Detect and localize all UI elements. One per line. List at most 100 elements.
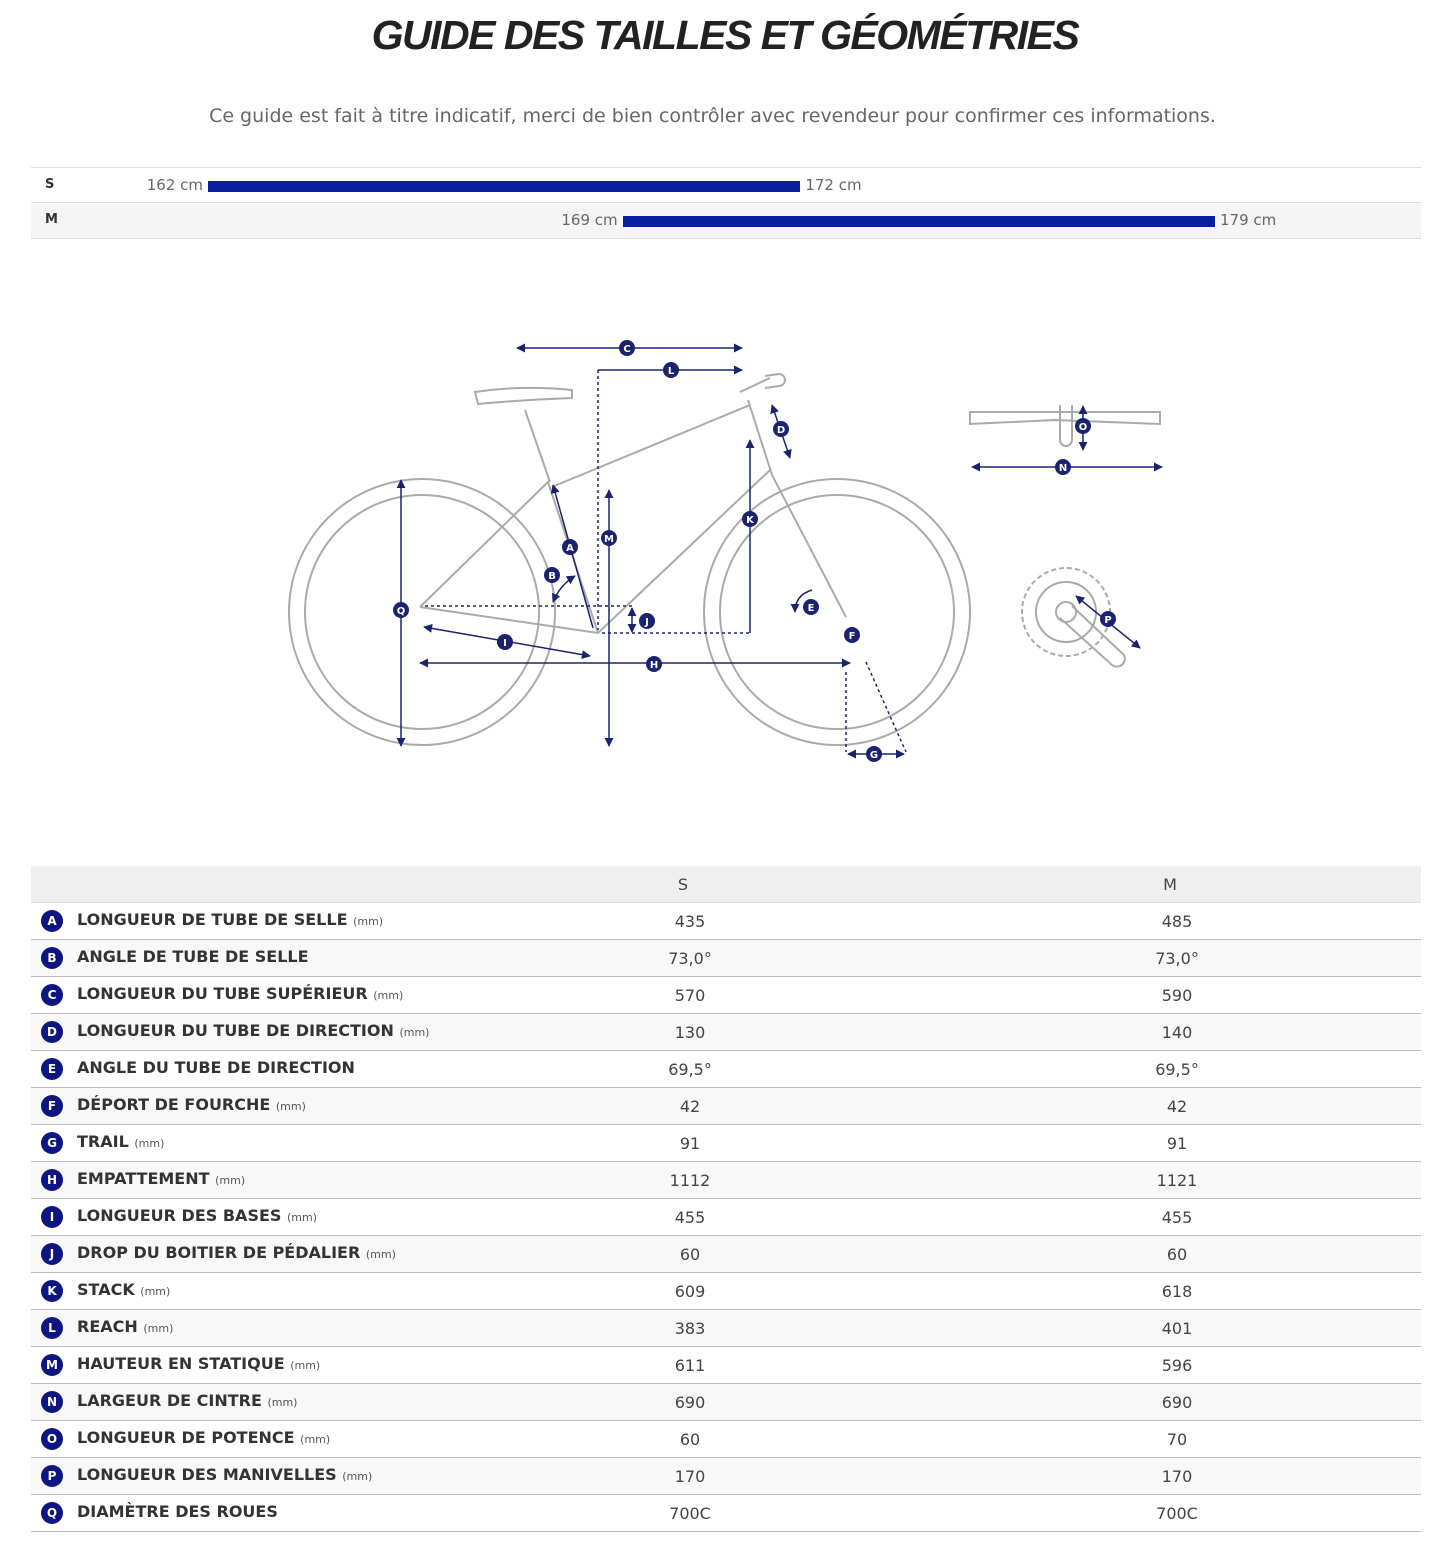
table-row: F DÉPORT DE FOURCHE (mm) 42 42 bbox=[31, 1088, 1421, 1125]
table-row: I LONGUEUR DES BASES (mm) 455 455 bbox=[31, 1199, 1421, 1236]
unit: (mm) bbox=[373, 989, 404, 1002]
label-text: STACK bbox=[77, 1280, 135, 1299]
size-from-label: 169 cm bbox=[561, 211, 618, 229]
row-label: DIAMÈTRE DES ROUES bbox=[77, 1502, 278, 1521]
marker-dot bbox=[393, 602, 409, 618]
cell-value: 60 bbox=[679, 1245, 701, 1264]
cell-value: 73,0° bbox=[668, 949, 712, 968]
row-letter: G bbox=[41, 1132, 63, 1154]
label-text: LONGUEUR DES MANIVELLES bbox=[77, 1465, 337, 1484]
label-text: LONGUEUR DE POTENCE bbox=[77, 1428, 295, 1447]
marker-dot bbox=[639, 613, 655, 629]
row-label: LONGUEUR DU TUBE SUPÉRIEUR (mm) bbox=[77, 984, 403, 1003]
cell-value: 700C bbox=[1156, 1504, 1198, 1523]
label-text: HAUTEUR EN STATIQUE bbox=[77, 1354, 285, 1373]
table-row: J DROP DU BOITIER DE PÉDALIER (mm) 60 60 bbox=[31, 1236, 1421, 1273]
unit: (mm) bbox=[275, 1100, 306, 1113]
cell-value: 485 bbox=[1161, 912, 1193, 931]
cell-value: 130 bbox=[674, 1023, 706, 1042]
table-row: C LONGUEUR DU TUBE SUPÉRIEUR (mm) 570 590 bbox=[31, 977, 1421, 1014]
table-row: G TRAIL (mm) 91 91 bbox=[31, 1125, 1421, 1162]
marker-letter: E bbox=[808, 603, 815, 614]
column-header: S bbox=[677, 875, 689, 894]
row-label: DÉPORT DE FOURCHE (mm) bbox=[77, 1095, 306, 1114]
column-header: M bbox=[1163, 875, 1177, 894]
table-row: H EMPATTEMENT (mm) 1112 1121 bbox=[31, 1162, 1421, 1199]
cell-value: 596 bbox=[1161, 1356, 1193, 1375]
geometry-diagram: A B C D E F G H I J K L M N O P Q bbox=[288, 340, 1163, 762]
cell-value: 690 bbox=[674, 1393, 706, 1412]
row-letter: J bbox=[41, 1243, 63, 1265]
size-to-label: 172 cm bbox=[805, 176, 862, 194]
marker-letter: M bbox=[604, 534, 614, 545]
marker-letter: Q bbox=[397, 606, 406, 617]
label-text: LARGEUR DE CINTRE bbox=[77, 1391, 262, 1410]
size-row: S 162 cm 172 cm bbox=[31, 167, 1421, 203]
row-label: ANGLE DU TUBE DE DIRECTION bbox=[77, 1058, 355, 1077]
marker-letter: G bbox=[870, 750, 878, 761]
size-name: M bbox=[45, 212, 58, 227]
cell-value: 140 bbox=[1161, 1023, 1193, 1042]
marker-letter: D bbox=[777, 425, 785, 436]
marker-dot bbox=[1055, 459, 1071, 475]
marker-dot bbox=[803, 599, 819, 615]
cell-value: 700C bbox=[669, 1504, 711, 1523]
label-text: DIAMÈTRE DES ROUES bbox=[77, 1502, 278, 1521]
row-label: LONGUEUR DU TUBE DE DIRECTION (mm) bbox=[77, 1021, 429, 1040]
marker-dot bbox=[1100, 611, 1116, 627]
row-letter: A bbox=[41, 910, 63, 932]
unit: (mm) bbox=[140, 1285, 171, 1298]
label-text: EMPATTEMENT bbox=[77, 1169, 210, 1188]
cell-value: 690 bbox=[1161, 1393, 1193, 1412]
row-letter: D bbox=[41, 1021, 63, 1043]
size-row: M 169 cm 179 cm bbox=[31, 202, 1421, 239]
row-letter: L bbox=[41, 1317, 63, 1339]
cell-value: 170 bbox=[674, 1467, 706, 1486]
row-label: EMPATTEMENT (mm) bbox=[77, 1169, 245, 1188]
cell-value: 435 bbox=[674, 912, 706, 931]
marker-dot bbox=[562, 539, 578, 555]
cell-value: 383 bbox=[674, 1319, 706, 1338]
diagram-markers: A B C D E F G H I J K L M N O P Q bbox=[393, 340, 1116, 762]
marker-letter: P bbox=[1104, 615, 1111, 626]
table-row: P LONGUEUR DES MANIVELLES (mm) 170 170 bbox=[31, 1458, 1421, 1495]
marker-dot bbox=[866, 746, 882, 762]
marker-letter: A bbox=[566, 543, 574, 554]
row-label: TRAIL (mm) bbox=[77, 1132, 164, 1151]
cell-value: 618 bbox=[1161, 1282, 1193, 1301]
size-from-label: 162 cm bbox=[146, 176, 203, 194]
unit: (mm) bbox=[365, 1248, 396, 1261]
unit: (mm) bbox=[300, 1433, 331, 1446]
cell-value: 1121 bbox=[1156, 1171, 1198, 1190]
marker-letter: J bbox=[644, 617, 649, 628]
row-letter: Q bbox=[41, 1502, 63, 1524]
row-label: LONGUEUR DE TUBE DE SELLE (mm) bbox=[77, 910, 383, 929]
row-letter: H bbox=[41, 1169, 63, 1191]
marker-letter: F bbox=[849, 631, 856, 642]
cell-value: 69,5° bbox=[1155, 1060, 1199, 1079]
unit: (mm) bbox=[287, 1211, 318, 1224]
unit: (mm) bbox=[215, 1174, 246, 1187]
marker-dot bbox=[663, 362, 679, 378]
cell-value: 455 bbox=[674, 1208, 706, 1227]
cell-value: 609 bbox=[674, 1282, 706, 1301]
row-label: DROP DU BOITIER DE PÉDALIER (mm) bbox=[77, 1243, 396, 1262]
unit: (mm) bbox=[134, 1137, 165, 1150]
row-label: LONGUEUR DES BASES (mm) bbox=[77, 1206, 317, 1225]
table-row: N LARGEUR DE CINTRE (mm) 690 690 bbox=[31, 1384, 1421, 1421]
table-row: E ANGLE DU TUBE DE DIRECTION 69,5° 69,5° bbox=[31, 1051, 1421, 1088]
unit: (mm) bbox=[267, 1396, 298, 1409]
cell-value: 91 bbox=[679, 1134, 701, 1153]
label-text: ANGLE DE TUBE DE SELLE bbox=[77, 947, 309, 966]
unit: (mm) bbox=[342, 1470, 373, 1483]
table-row: B ANGLE DE TUBE DE SELLE 73,0° 73,0° bbox=[31, 940, 1421, 977]
marker-dot bbox=[844, 627, 860, 643]
row-label: REACH (mm) bbox=[77, 1317, 173, 1336]
cell-value: 401 bbox=[1161, 1319, 1193, 1338]
cell-value: 60 bbox=[1166, 1245, 1188, 1264]
unit: (mm) bbox=[290, 1359, 321, 1372]
row-letter: C bbox=[41, 984, 63, 1006]
marker-dot bbox=[773, 421, 789, 437]
cell-value: 455 bbox=[1161, 1208, 1193, 1227]
cell-value: 70 bbox=[1166, 1430, 1188, 1449]
